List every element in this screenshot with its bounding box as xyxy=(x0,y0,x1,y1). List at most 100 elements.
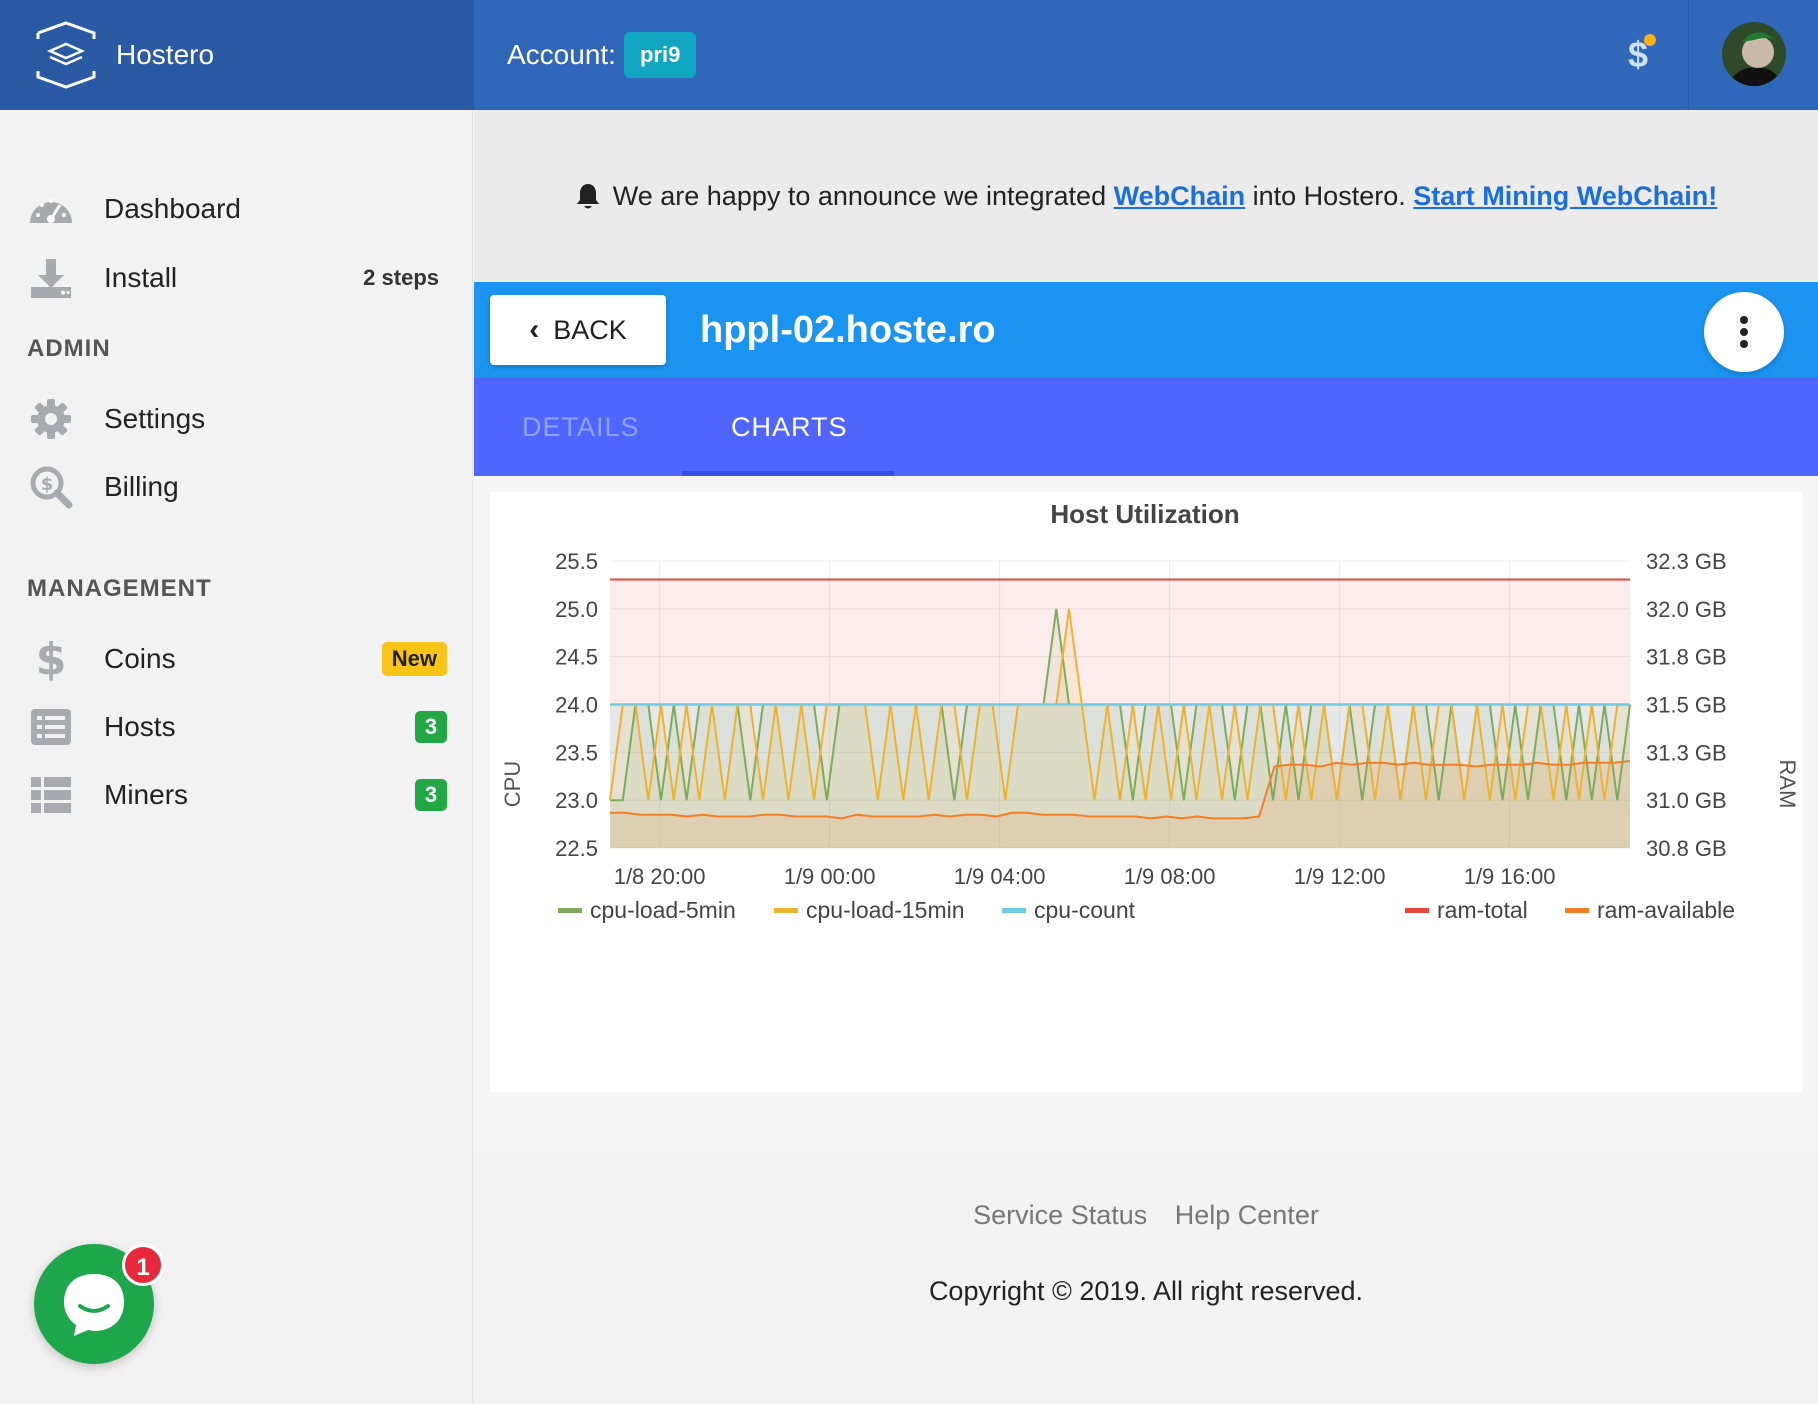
cpu-load-15min-line xyxy=(609,608,1630,801)
y2-axis-label: RAM xyxy=(1775,760,1800,809)
section-title-management: MANAGEMENT xyxy=(27,575,212,602)
legend-label: cpu-load-15min xyxy=(806,897,965,923)
notification-dot xyxy=(1644,34,1656,46)
y-axis-label: CPU xyxy=(500,761,525,807)
sidebar-item-dashboard[interactable]: Dashboard xyxy=(0,179,473,239)
start-mining-link[interactable]: Start Mining WebChain! xyxy=(1413,180,1718,211)
sidebar: Dashboard Install 2 steps ADMIN Settings… xyxy=(0,110,473,1404)
sidebar-item-label: Settings xyxy=(104,403,206,434)
chart-card: 25.5 32.3 GB 25.0 32.0 GB 24.5 31.8 GB 24.0 31.… xyxy=(490,492,1802,1092)
sidebar-item-label: Coins xyxy=(104,643,176,674)
footer: Service Status Help Center Copyright © 2… xyxy=(474,1150,1818,1404)
footer-links: Service Status Help Center xyxy=(474,1200,1818,1231)
ram-available-line xyxy=(610,760,1631,820)
x-tick-label: 1/9 08:00 xyxy=(1124,864,1216,889)
sidebar-item-label: Miners xyxy=(104,779,189,810)
sidebar-item-label: Billing xyxy=(104,471,179,502)
download-icon xyxy=(28,255,74,301)
chevron-left-icon: ‹ xyxy=(529,313,540,346)
x-tick-label: 1/8 20:00 xyxy=(614,864,706,889)
x-tick-label: 1/9 04:00 xyxy=(954,864,1046,889)
gear-icon xyxy=(28,396,74,442)
y2-tick-label: 31.3 GB xyxy=(1646,740,1727,765)
layers-box-icon xyxy=(36,21,96,89)
legend-swatch xyxy=(558,908,582,913)
list-icon xyxy=(28,704,74,750)
divider xyxy=(1688,0,1689,110)
chat-unread-badge: 1 xyxy=(122,1244,164,1286)
cpu-count-area xyxy=(610,704,1630,848)
more-vertical-icon xyxy=(1740,316,1748,348)
sidebar-item-coins[interactable]: $ Coins New xyxy=(0,629,473,689)
legend-swatch xyxy=(774,908,798,913)
announcement-text-middle: into Hostero. xyxy=(1252,180,1406,211)
brand[interactable]: Hostero xyxy=(0,0,474,110)
account-info: Account: pri9 xyxy=(507,0,697,110)
tab-details[interactable]: DETAILS xyxy=(522,412,640,442)
legend-label: cpu-load-5min xyxy=(590,897,736,923)
account-badge[interactable]: pri9 xyxy=(623,32,697,78)
y-tick-label: 24.0 xyxy=(555,693,598,718)
cpu-load-15min-area xyxy=(610,608,1630,848)
sidebar-item-label: Dashboard xyxy=(104,193,241,224)
section-title-admin: ADMIN xyxy=(27,335,111,362)
legend-label: cpu-count xyxy=(1034,897,1136,923)
help-center-link[interactable]: Help Center xyxy=(1174,1200,1319,1230)
sidebar-item-miners[interactable]: Miners 3 xyxy=(0,765,473,825)
x-tick-label: 1/9 12:00 xyxy=(1294,864,1386,889)
y2-tick-label: 32.0 GB xyxy=(1646,597,1727,622)
y-tick-label: 22.5 xyxy=(555,836,598,861)
chart-ticks: 25.5 32.3 GB 25.0 32.0 GB 24.5 31.8 GB 24.0 31.… xyxy=(555,549,1727,889)
x-tick-label: 1/9 16:00 xyxy=(1464,864,1556,889)
back-button[interactable]: ‹ BACK xyxy=(490,295,666,365)
chart-fills xyxy=(610,579,1630,848)
chart-legend: cpu-load-5min cpu-load-15min cpu-count ram-… xyxy=(558,897,1735,923)
more-options-button[interactable] xyxy=(1704,292,1784,372)
tab-charts[interactable]: CHARTS xyxy=(731,412,848,442)
webchain-link[interactable]: WebChain xyxy=(1113,180,1246,211)
ram-total-area xyxy=(610,579,1630,848)
top-bar: Hostero Account: pri9 $ xyxy=(0,0,1818,110)
brand-name: Hostero xyxy=(116,39,215,70)
sidebar-item-label: Hosts xyxy=(104,711,176,742)
dollar-icon[interactable]: $ xyxy=(1618,32,1658,78)
y-tick-label: 23.0 xyxy=(555,788,598,813)
account-label: Account: xyxy=(507,39,616,70)
y2-tick-label: 31.0 GB xyxy=(1646,788,1727,813)
host-title: hppl-02.hoste.ro xyxy=(700,309,996,351)
count-badge: 3 xyxy=(415,779,447,811)
sidebar-item-settings[interactable]: Settings xyxy=(0,389,473,449)
sidebar-item-billing[interactable]: $ Billing xyxy=(0,457,473,517)
tab-bar: DETAILS CHARTS xyxy=(474,378,1818,476)
copyright: Copyright © 2019. All right reserved. xyxy=(928,1276,1364,1306)
legend-swatch xyxy=(1565,908,1589,913)
chat-bubble-icon xyxy=(64,1274,124,1336)
speedometer-icon xyxy=(28,186,74,232)
announcement-bar: We are happy to announce we integrated W… xyxy=(474,110,1818,282)
user-avatar[interactable] xyxy=(1722,22,1786,86)
announcement-text: We are happy to announce we integrated xyxy=(612,180,1107,211)
y-tick-label: 25.5 xyxy=(555,549,598,574)
table-icon xyxy=(28,772,74,818)
sidebar-item-install[interactable]: Install 2 steps xyxy=(0,248,473,308)
count-badge: 3 xyxy=(415,711,447,743)
active-tab-indicator xyxy=(682,471,894,476)
dollar-icon: $ xyxy=(35,633,67,685)
new-badge: New xyxy=(381,642,447,676)
sidebar-item-label: Install xyxy=(104,262,178,293)
back-label: BACK xyxy=(553,314,627,345)
y2-tick-label: 30.8 GB xyxy=(1646,836,1727,861)
sidebar-item-hosts[interactable]: Hosts 3 xyxy=(0,697,473,757)
y-tick-label: 25.0 xyxy=(555,597,598,622)
y2-tick-label: 31.5 GB xyxy=(1646,693,1727,718)
chart-lines xyxy=(609,578,1631,820)
ram-available-area xyxy=(610,761,1630,848)
cpu-load-5min-area xyxy=(610,608,1630,848)
chart-title: Host Utilization xyxy=(1050,499,1239,529)
y2-tick-label: 31.8 GB xyxy=(1646,645,1727,670)
host-utilization-chart: 25.5 32.3 GB 25.0 32.0 GB 24.5 31.8 GB 24.0 31.… xyxy=(500,499,1800,923)
search-dollar-icon: $ xyxy=(28,464,74,510)
service-status-link[interactable]: Service Status xyxy=(973,1200,1148,1230)
legend-label: ram-total xyxy=(1437,897,1528,923)
x-tick-label: 1/9 00:00 xyxy=(784,864,876,889)
